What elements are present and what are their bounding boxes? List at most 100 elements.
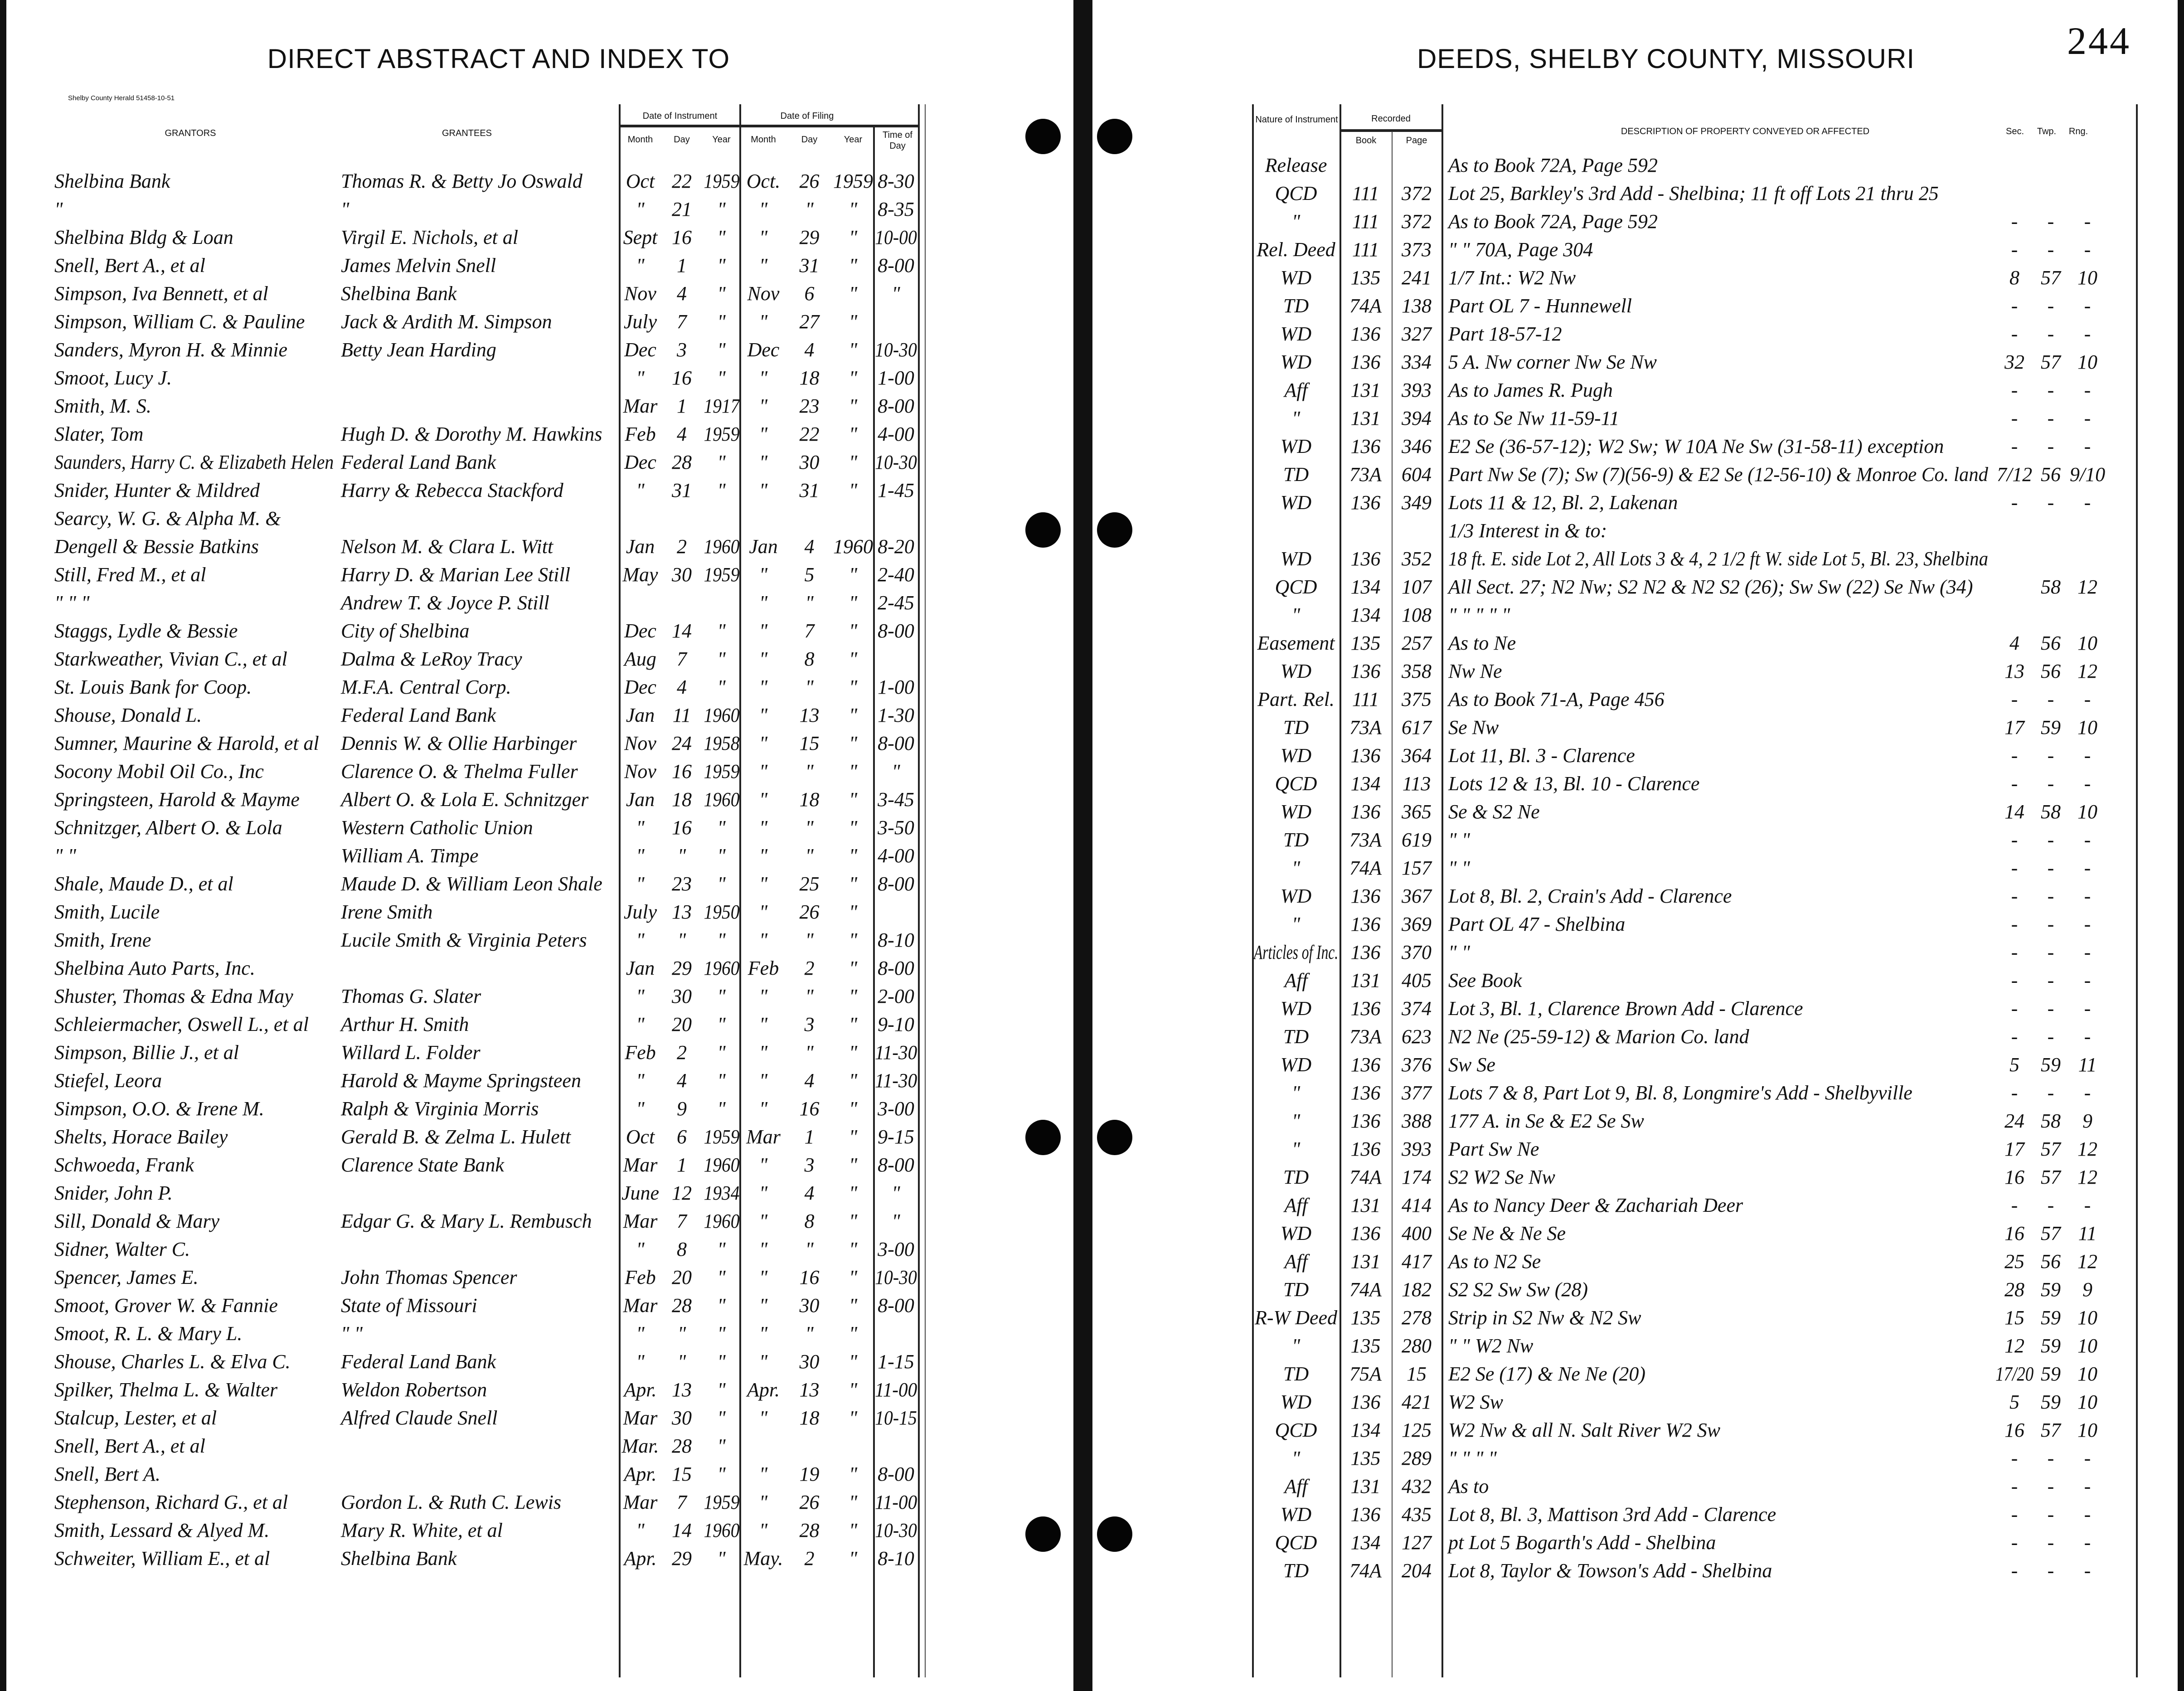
page-cell: 327 <box>1402 323 1432 345</box>
inst-day-cell: 1 <box>677 254 687 277</box>
inst-month-cell: Apr. <box>624 1379 657 1401</box>
description-cell: As to Se Nw 11-59-11 <box>1448 407 1620 429</box>
filing-day-cell: " <box>805 929 814 951</box>
grantor-cell: Simpson, O.O. & Irene M. <box>54 1098 264 1120</box>
filing-month-cell: " <box>759 1069 768 1092</box>
filing-month-cell: Dec <box>747 339 780 361</box>
filing-day-cell: 23 <box>799 395 820 417</box>
inst-day-cell: 15 <box>672 1463 692 1485</box>
column-rule <box>925 104 926 1677</box>
sec-cell: - <box>2011 491 2018 514</box>
twp-cell: - <box>2047 435 2054 457</box>
rng-cell: - <box>2084 1475 2091 1497</box>
page-cell: 432 <box>1402 1475 1432 1497</box>
book-cell: 136 <box>1350 744 1381 767</box>
filing-year-cell: " <box>849 1182 858 1204</box>
time-of-day-cell: 8-00 <box>878 395 914 417</box>
sec-cell: - <box>2011 744 2018 767</box>
filing-month-cell: " <box>759 479 768 501</box>
time-of-day-cell: 2-45 <box>878 592 914 614</box>
grantee-cell: William A. Timpe <box>341 845 479 867</box>
sec-cell: 5 <box>2009 1054 2019 1076</box>
description-cell: As to James R. Pugh <box>1448 379 1613 401</box>
sec-cell: - <box>2011 407 2018 429</box>
inst-day-cell: 16 <box>672 760 692 782</box>
page-cell: 352 <box>1402 548 1432 570</box>
sec-cell: - <box>2011 1560 2018 1582</box>
inst-day-cell: " <box>677 1322 686 1345</box>
time-of-day-cell: 8-00 <box>878 620 914 642</box>
page-cell: 435 <box>1402 1503 1432 1526</box>
book-cell: 74A <box>1349 1560 1382 1582</box>
inst-day-cell: 1 <box>677 1154 687 1176</box>
rng-cell: 12 <box>2077 576 2097 598</box>
instrument-month-header: Month <box>627 135 653 145</box>
nature-cell: " <box>1291 857 1301 879</box>
inst-month-cell: Feb <box>625 423 656 445</box>
inst-year-cell: 1960 <box>703 535 740 558</box>
inst-month-cell: " <box>636 1322 645 1345</box>
inst-year-cell: " <box>717 873 726 895</box>
inst-month-cell: Mar <box>623 1154 658 1176</box>
grantor-cell: Shuster, Thomas & Edna May <box>54 985 293 1007</box>
grantees-header: GRANTEES <box>442 128 492 138</box>
time-of-day-cell: 10-15 <box>875 1407 917 1429</box>
nature-cell: TD <box>1283 1363 1309 1385</box>
rng-cell: 11 <box>2078 1222 2097 1244</box>
inst-day-cell: 16 <box>672 226 692 248</box>
grantor-cell: Snider, Hunter & Mildred <box>54 479 260 501</box>
nature-cell: TD <box>1283 1166 1309 1188</box>
page-cell: 157 <box>1402 857 1432 879</box>
book-cell: 134 <box>1350 576 1381 598</box>
page-cell: 108 <box>1402 604 1432 626</box>
filing-year-cell: " <box>849 339 858 361</box>
sec-cell: - <box>2011 997 2018 1020</box>
grantor-cell: St. Louis Bank for Coop. <box>54 676 252 698</box>
filing-month-cell: " <box>759 1463 768 1485</box>
twp-cell: 58 <box>2041 1110 2061 1132</box>
filing-month-cell: May. <box>743 1547 783 1570</box>
filing-year-cell: " <box>849 1210 858 1232</box>
grantor-cell: Schwoeda, Frank <box>54 1154 194 1176</box>
time-of-day-cell: 2-40 <box>878 564 914 586</box>
page-cell: 414 <box>1402 1194 1432 1216</box>
sec-cell: - <box>2011 829 2018 851</box>
twp-cell: 57 <box>2041 1138 2061 1160</box>
inst-month-cell: Dec <box>624 451 656 473</box>
page-cell: 204 <box>1402 1560 1432 1582</box>
grantor-cell: Simpson, Iva Bennett, et al <box>54 282 268 305</box>
book-cell: 73A <box>1349 1025 1382 1048</box>
nature-cell: Rel. Deed <box>1257 238 1335 261</box>
rng-cell: - <box>2084 435 2091 457</box>
inst-year-cell: 1960 <box>703 1519 740 1541</box>
page-cell: 174 <box>1402 1166 1432 1188</box>
time-of-day-cell: 9-10 <box>878 1013 914 1035</box>
grantor-cell: Sidner, Walter C. <box>54 1238 190 1260</box>
nature-cell: Aff <box>1284 1475 1308 1497</box>
nature-cell: WD <box>1280 323 1312 345</box>
binder-hole <box>1025 512 1061 548</box>
filing-day-cell: " <box>805 760 814 782</box>
binder-hole <box>1097 1120 1132 1155</box>
filing-year-cell: 1959 <box>833 170 873 192</box>
book-cell: 136 <box>1350 351 1381 373</box>
inst-month-cell: Mar <box>623 395 658 417</box>
description-cell: Lot 11, Bl. 3 - Clarence <box>1448 744 1635 767</box>
nature-cell: " <box>1291 1138 1301 1160</box>
twp-cell: - <box>2047 295 2054 317</box>
page-cell: 417 <box>1402 1250 1432 1273</box>
filing-year-cell: " <box>849 676 858 698</box>
description-cell: E2 Se (17) & Ne Ne (20) <box>1448 1363 1645 1385</box>
nature-cell: WD <box>1280 885 1312 907</box>
description-cell: 177 A. in Se & E2 Se Sw <box>1448 1110 1644 1132</box>
filing-day-cell: 29 <box>799 226 820 248</box>
inst-month-cell: Jan <box>626 704 655 726</box>
time-of-day-cell: 8-00 <box>878 1463 914 1485</box>
nature-cell: QCD <box>1275 773 1317 795</box>
twp-cell: 56 <box>2041 463 2061 486</box>
description-cell: " " W2 Nw <box>1448 1335 1534 1357</box>
inst-day-cell: 4 <box>677 423 687 445</box>
time-of-day-cell: 3-00 <box>878 1238 914 1260</box>
page-cell: 370 <box>1402 941 1432 963</box>
inst-month-cell: Mar <box>623 1294 658 1317</box>
